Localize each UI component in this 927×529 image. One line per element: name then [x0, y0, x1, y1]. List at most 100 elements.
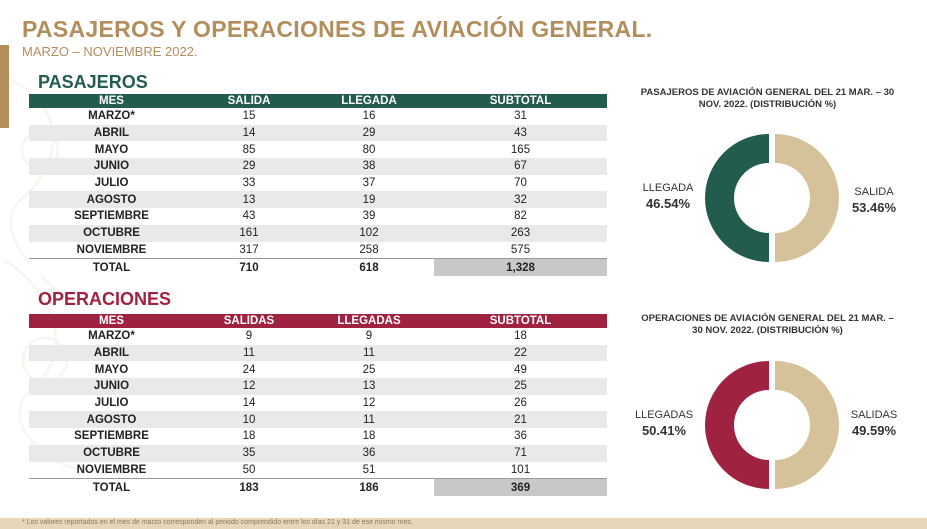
- value-cell: 43: [434, 124, 607, 142]
- month-cell: SEPTIEMBRE: [74, 430, 149, 443]
- value-cell: 14: [194, 124, 304, 142]
- table-row: JUNIO 12 13 25: [29, 378, 607, 395]
- donut-slice-salidas: [775, 361, 839, 489]
- value-cell: 165: [510, 143, 531, 156]
- table-row: JULIO 14 12 26: [29, 395, 607, 412]
- donut-slice-llegadas: [705, 361, 769, 489]
- legend-label: SALIDAS: [850, 409, 898, 421]
- value-cell: 38: [304, 158, 434, 175]
- table-row: MARZO* 15 16 31: [29, 108, 607, 125]
- month-cell: OCTUBRE: [29, 224, 194, 242]
- table-row: MARZO* 9 9 18: [29, 328, 607, 345]
- value-cell: 18: [242, 430, 256, 443]
- value-cell: 80: [362, 143, 376, 156]
- value-cell: 9: [365, 330, 373, 343]
- table-row: MAYO 85 80 165: [29, 141, 607, 158]
- table-row: OCTUBRE 35 36 71: [29, 444, 607, 462]
- month-cell: NOVIEMBRE: [76, 243, 147, 256]
- value-cell: 258: [359, 243, 379, 256]
- value-cell: 36: [514, 430, 527, 443]
- total-value: 1,328: [434, 258, 607, 276]
- page-title: PASAJEROS Y OPERACIONES DE AVIACIÓN GENE…: [22, 16, 653, 42]
- table-row: NOVIEMBRE 317 258 575: [29, 242, 607, 259]
- total-label: TOTAL: [29, 478, 194, 496]
- table-header: MES SALIDA LLEGADA SUBTOTAL: [29, 94, 607, 108]
- llegada-label: LLEGADA 46.54%: [628, 180, 708, 212]
- month-cell: JULIO: [94, 397, 129, 410]
- month-cell: NOVIEMBRE: [76, 463, 147, 476]
- pasajeros-section-title: PASAJEROS: [38, 72, 148, 92]
- value-cell: 49: [514, 363, 527, 376]
- value-cell: 21: [434, 411, 607, 429]
- table-row: AGOSTO 10 11 21: [29, 411, 607, 429]
- value-cell: 67: [434, 158, 607, 175]
- footer-bar: [0, 518, 927, 529]
- table-row: MAYO 24 25 49: [29, 361, 607, 378]
- total-row: TOTAL 183 186 369: [29, 478, 607, 496]
- value-cell: 85: [242, 143, 256, 156]
- month-cell: MAYO: [94, 363, 129, 376]
- operaciones-chart-title: OPERACIONES DE AVIACIÓN GENERAL DEL 21 M…: [641, 313, 894, 336]
- pasajeros-donut-chart: [705, 134, 839, 262]
- table-row: JULIO 33 37 70: [29, 175, 607, 192]
- table-body: MARZO* 9 9 18 ABRIL 11 11 22 MAYO 24 25 49 JUNIO 12 13…: [29, 328, 607, 496]
- value-cell: 15: [242, 110, 256, 123]
- operaciones-table: MES SALIDAS LLEGADAS SUBTOTAL MARZO* 9 9 18…: [29, 314, 607, 496]
- data-label: 46.54%: [645, 196, 691, 211]
- table-row: SEPTIEMBRE 18 18 36: [29, 428, 607, 445]
- month-cell: JUNIO: [29, 378, 194, 395]
- column-header: MES: [29, 94, 194, 108]
- value-cell: 35: [194, 444, 304, 462]
- column-header: SUBTOTAL: [434, 94, 607, 108]
- value-cell: 12: [194, 378, 304, 395]
- value-cell: 102: [304, 224, 434, 242]
- column-header: SALIDAS: [194, 314, 304, 328]
- pasajeros-table: MES SALIDA LLEGADA SUBTOTAL MARZO* 15 16 31…: [29, 94, 607, 276]
- donut-slice-llegada: [705, 134, 769, 262]
- table-row: OCTUBRE 161 102 263: [29, 224, 607, 242]
- salida-label: SALIDA 53.46%: [836, 184, 912, 216]
- column-header: MES: [29, 314, 194, 328]
- total-value: 186: [304, 478, 434, 496]
- column-header: LLEGADA: [304, 94, 434, 108]
- value-cell: 24: [242, 363, 256, 376]
- value-cell: 18: [362, 430, 376, 443]
- llegadas-label: LLEGADAS 50.41%: [626, 407, 702, 439]
- month-cell: AGOSTO: [29, 191, 194, 209]
- value-cell: 263: [434, 224, 607, 242]
- accent-bar: [0, 45, 9, 128]
- value-cell: 13: [304, 378, 434, 395]
- table-row: ABRIL 11 11 22: [29, 344, 607, 362]
- value-cell: 25: [434, 378, 607, 395]
- month-cell: OCTUBRE: [29, 444, 194, 462]
- value-cell: 25: [362, 363, 376, 376]
- value-cell: 29: [194, 158, 304, 175]
- month-cell: ABRIL: [29, 124, 194, 142]
- value-cell: 43: [242, 210, 256, 223]
- total-value: 369: [434, 478, 607, 496]
- total-label: TOTAL: [29, 258, 194, 276]
- table-header: MES SALIDAS LLEGADAS SUBTOTAL: [29, 314, 607, 328]
- total-row: TOTAL 710 618 1,328: [29, 258, 607, 276]
- operaciones-donut-chart: [705, 361, 839, 489]
- value-cell: 33: [242, 177, 256, 190]
- operaciones-section-title: OPERACIONES: [38, 289, 172, 309]
- value-cell: 12: [362, 397, 376, 410]
- value-cell: 39: [362, 210, 376, 223]
- legend-label: SALIDA: [854, 186, 894, 198]
- total-value: 710: [194, 258, 304, 276]
- value-cell: 70: [514, 177, 527, 190]
- month-cell: SEPTIEMBRE: [74, 210, 149, 223]
- value-cell: 51: [362, 463, 376, 476]
- table-row: AGOSTO 13 19 32: [29, 191, 607, 209]
- column-header: SUBTOTAL: [434, 314, 607, 328]
- data-label: 49.59%: [851, 423, 897, 438]
- total-value: 183: [194, 478, 304, 496]
- month-cell: MAYO: [94, 143, 129, 156]
- value-cell: 22: [434, 344, 607, 362]
- salidas-label: SALIDAS 49.59%: [836, 407, 912, 439]
- value-cell: 71: [434, 444, 607, 462]
- legend-label: LLEGADA: [642, 182, 694, 194]
- page-subtitle: MARZO – NOVIEMBRE 2022.: [22, 44, 198, 59]
- value-cell: 11: [304, 344, 434, 362]
